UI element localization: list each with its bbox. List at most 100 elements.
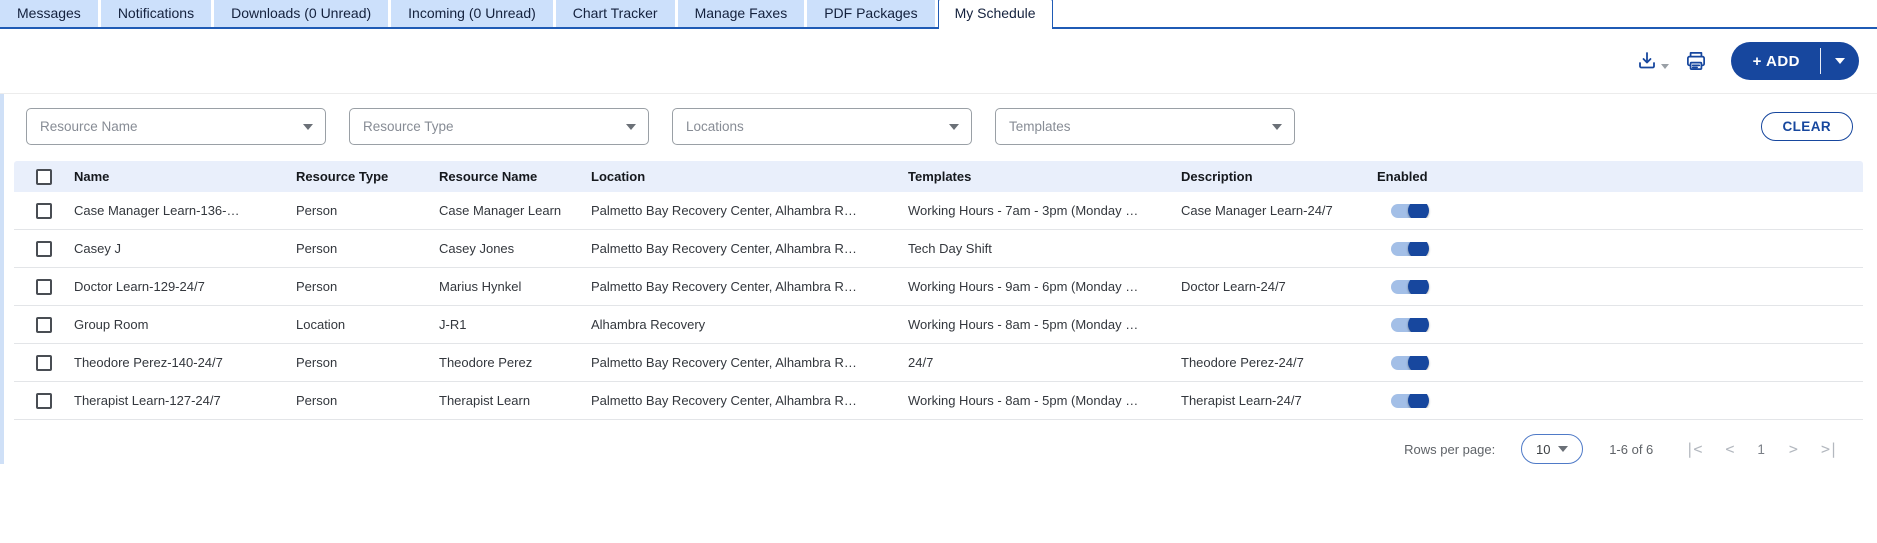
tab-incoming[interactable]: Incoming (0 Unread)	[391, 0, 553, 27]
current-page-number: 1	[1757, 441, 1765, 457]
add-button-divider	[1820, 48, 1821, 74]
rows-per-page-label: Rows per page:	[1404, 441, 1496, 457]
enabled-toggle[interactable]	[1391, 241, 1429, 256]
left-edge-accent	[0, 94, 4, 464]
first-page-icon[interactable]: |<	[1685, 440, 1702, 458]
chevron-down-icon	[303, 123, 313, 130]
cell-templates: Working Hours - 7am - 3pm (Monday …	[908, 203, 1139, 218]
tab-my-schedule[interactable]: My Schedule	[937, 0, 1053, 29]
last-page-icon[interactable]: >|	[1820, 440, 1838, 458]
table-row: Doctor Learn-129-24/7 Person Marius Hynk…	[14, 268, 1863, 306]
toolbar: + ADD	[0, 29, 1877, 93]
column-header-resource-name[interactable]: Resource Name	[439, 169, 538, 184]
chevron-down-icon	[626, 123, 636, 130]
row-checkbox[interactable]	[36, 354, 52, 371]
cell-resource-type: Person	[296, 241, 338, 256]
cell-templates: Working Hours - 8am - 5pm (Monday …	[908, 393, 1139, 408]
cell-location: Palmetto Bay Recovery Center, Alhambra R…	[591, 393, 857, 408]
enabled-toggle[interactable]	[1391, 279, 1429, 294]
cell-description: Theodore Perez-24/7	[1181, 355, 1304, 370]
templates-filter-placeholder: Templates	[1009, 119, 1071, 134]
row-checkbox[interactable]	[36, 240, 52, 257]
cell-name: Theodore Perez-140-24/7	[74, 355, 223, 370]
resource-type-filter-placeholder: Resource Type	[363, 119, 454, 134]
cell-resource-name: Case Manager Learn	[439, 203, 562, 218]
templates-filter[interactable]: Templates	[995, 108, 1295, 145]
cell-resource-type: Person	[296, 279, 338, 294]
enabled-toggle[interactable]	[1391, 317, 1429, 332]
tab-manage-faxes[interactable]: Manage Faxes	[677, 0, 805, 27]
chevron-down-icon	[949, 123, 959, 130]
cell-description: Doctor Learn-24/7	[1181, 279, 1286, 294]
clear-filters-button[interactable]: CLEAR	[1760, 112, 1853, 141]
table-footer: Rows per page: 10 1-6 of 6 |< < 1 > >|	[14, 420, 1863, 464]
printer-icon	[1683, 48, 1709, 74]
chevron-down-icon	[1558, 446, 1569, 452]
cell-templates: Working Hours - 9am - 6pm (Monday …	[908, 279, 1139, 294]
row-checkbox[interactable]	[36, 316, 52, 333]
row-checkbox[interactable]	[36, 392, 52, 409]
resource-name-filter-placeholder: Resource Name	[40, 119, 138, 134]
column-header-name[interactable]: Name	[74, 169, 110, 184]
add-dropdown-toggle[interactable]	[1821, 42, 1859, 80]
locations-filter-placeholder: Locations	[686, 119, 744, 134]
filter-bar: Resource Name Resource Type Locations Te…	[0, 94, 1877, 157]
cell-name: Casey J	[74, 241, 121, 256]
column-header-enabled[interactable]: Enabled	[1377, 169, 1428, 184]
cell-resource-name: Therapist Learn	[439, 393, 531, 408]
toggle-thumb	[1408, 393, 1429, 408]
cell-name: Case Manager Learn-136-…	[74, 203, 240, 218]
column-header-templates[interactable]: Templates	[908, 169, 972, 184]
column-header-resource-type[interactable]: Resource Type	[296, 169, 389, 184]
toggle-thumb	[1408, 241, 1429, 256]
chevron-down-icon	[1272, 123, 1282, 130]
add-split-button: + ADD	[1730, 42, 1859, 80]
toggle-thumb	[1408, 355, 1429, 370]
cell-templates: Tech Day Shift	[908, 241, 992, 256]
cell-location: Palmetto Bay Recovery Center, Alhambra R…	[591, 241, 857, 256]
enabled-toggle[interactable]	[1391, 203, 1429, 218]
cell-name: Group Room	[74, 317, 149, 332]
cell-description: Case Manager Learn-24/7	[1181, 203, 1333, 218]
enabled-toggle[interactable]	[1391, 393, 1429, 408]
tab-notifications[interactable]: Notifications	[100, 0, 212, 27]
toggle-thumb	[1408, 317, 1429, 332]
cell-location: Palmetto Bay Recovery Center, Alhambra R…	[591, 355, 857, 370]
cell-description: Therapist Learn-24/7	[1181, 393, 1302, 408]
download-button[interactable]	[1635, 49, 1669, 73]
chevron-down-icon	[1660, 63, 1669, 69]
add-button[interactable]: + ADD	[1752, 52, 1800, 70]
locations-filter[interactable]: Locations	[672, 108, 972, 145]
cell-resource-type: Person	[296, 393, 338, 408]
next-page-icon[interactable]: >	[1788, 440, 1798, 458]
row-checkbox[interactable]	[36, 202, 52, 219]
pagination-range: 1-6 of 6	[1609, 441, 1654, 457]
tab-messages[interactable]: Messages	[0, 0, 98, 27]
tab-downloads[interactable]: Downloads (0 Unread)	[214, 0, 389, 27]
select-all-checkbox[interactable]	[36, 168, 52, 185]
enabled-toggle[interactable]	[1391, 355, 1429, 370]
my-schedule-panel: Resource Name Resource Type Locations Te…	[0, 93, 1877, 464]
resource-name-filter[interactable]: Resource Name	[26, 108, 326, 145]
cell-resource-type: Person	[296, 203, 338, 218]
row-checkbox[interactable]	[36, 278, 52, 295]
cell-resource-type: Person	[296, 355, 338, 370]
table-row: Casey J Person Casey Jones Palmetto Bay …	[14, 230, 1863, 268]
cell-templates: Working Hours - 8am - 5pm (Monday …	[908, 317, 1139, 332]
rows-per-page-select[interactable]: 10	[1521, 434, 1584, 464]
cell-location: Alhambra Recovery	[591, 317, 706, 332]
column-header-location[interactable]: Location	[591, 169, 646, 184]
previous-page-icon[interactable]: <	[1725, 440, 1734, 458]
column-header-description[interactable]: Description	[1181, 169, 1253, 184]
resource-type-filter[interactable]: Resource Type	[349, 108, 649, 145]
top-tab-bar: Messages Notifications Downloads (0 Unre…	[0, 0, 1877, 29]
tab-pdf-packages[interactable]: PDF Packages	[807, 0, 935, 27]
download-icon	[1635, 49, 1659, 73]
tab-chart-tracker[interactable]: Chart Tracker	[555, 0, 675, 27]
print-button[interactable]	[1683, 48, 1709, 74]
table-row: Group Room Location J-R1 Alhambra Recove…	[14, 306, 1863, 344]
cell-name: Doctor Learn-129-24/7	[74, 279, 205, 294]
toggle-thumb	[1408, 203, 1429, 218]
table-row: Theodore Perez-140-24/7 Person Theodore …	[14, 344, 1863, 382]
table-row: Case Manager Learn-136-… Person Case Man…	[14, 192, 1863, 230]
